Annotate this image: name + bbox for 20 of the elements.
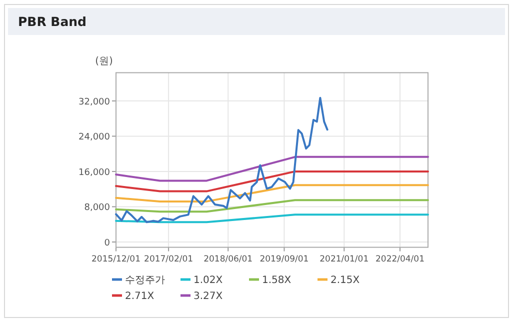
x-tick-label: 2018/06/01 [204, 254, 253, 264]
legend-label: 수정주가 [125, 275, 165, 286]
chart-title: PBR Band [18, 14, 86, 29]
x-tick-label: 2019/09/01 [260, 254, 309, 264]
line-series [115, 96, 328, 224]
x-tick-label: 2015/12/01 [92, 254, 140, 264]
y-tick-label: 16,000 [78, 168, 110, 178]
x-tick-label: 2021/01/01 [320, 254, 369, 264]
y-tick-label: 24,000 [78, 132, 110, 143]
legend-label: 2.71X [125, 291, 154, 302]
y-axis-title: (원) [95, 56, 113, 67]
legend-label: 3.27X [194, 291, 223, 302]
legend-label: 1.02X [194, 275, 223, 286]
y-tick-label: 0 [104, 238, 110, 249]
x-tick-label: 2022/04/01 [376, 254, 425, 264]
y-tick-label: 8,000 [84, 203, 110, 214]
y-tick-label: 32,000 [78, 97, 110, 108]
legend-label: 1.58X [262, 275, 292, 286]
legend-label: 2.15X [330, 275, 360, 286]
x-tick-label: 2017/02/01 [144, 254, 194, 264]
